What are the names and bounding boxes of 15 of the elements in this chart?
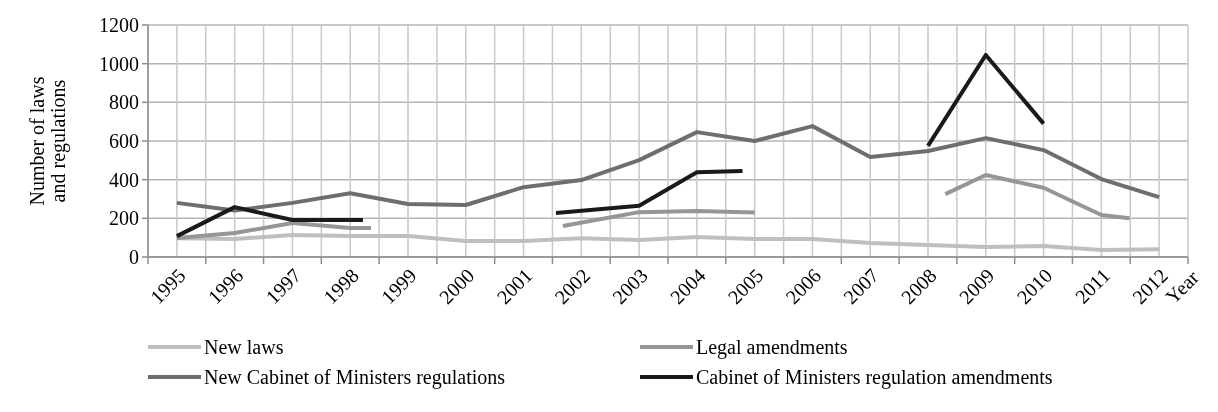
y-tick-label: 400 [109, 168, 139, 191]
x-tick-label: 1999 [376, 264, 421, 309]
y-tick-label: 800 [109, 91, 139, 114]
legend-label: New Cabinet of Ministers regulations [204, 366, 506, 389]
x-tick-label: 1998 [319, 264, 363, 309]
y-tick-label: 0 [129, 246, 139, 268]
y-tick-label: 1000 [99, 52, 139, 75]
legend-label: New laws [204, 336, 284, 358]
y-tick-label: 600 [109, 130, 139, 152]
legend-label: Legal amendments [696, 336, 848, 359]
y-tick-label: 200 [109, 207, 139, 230]
y-tick-label: 1200 [99, 14, 139, 36]
x-tick-label: 2011 [1070, 264, 1115, 308]
legend-label: Cabinet of Ministers regulation amendments [696, 366, 1053, 389]
y-axis-title: Number of laws and regulations [26, 76, 70, 206]
